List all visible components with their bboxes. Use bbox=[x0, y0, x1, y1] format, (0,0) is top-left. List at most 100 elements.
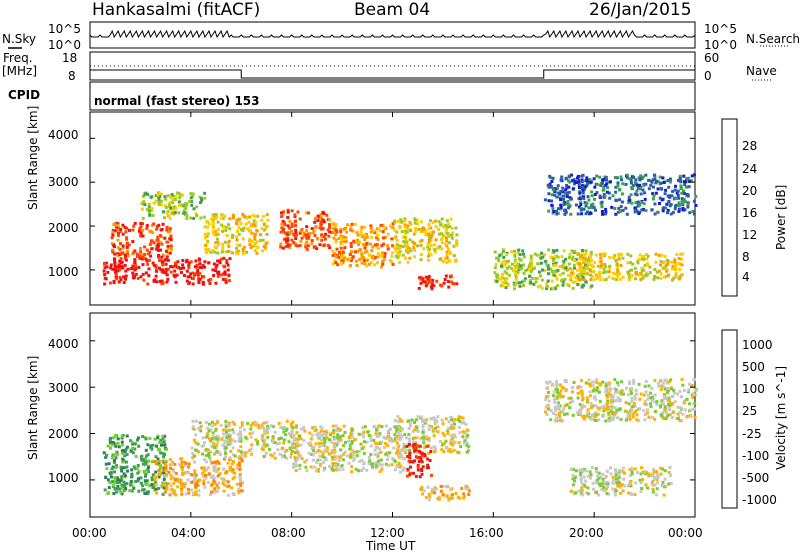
velocity-data-cell bbox=[295, 448, 299, 452]
velocity-data-cell bbox=[624, 418, 628, 422]
power-data-cell bbox=[673, 260, 677, 264]
velocity-data-cell bbox=[669, 387, 673, 391]
velocity-data-cell bbox=[221, 436, 225, 440]
power-data-cell bbox=[141, 228, 145, 232]
velocity-data-cell bbox=[114, 433, 118, 437]
velocity-data-cell bbox=[588, 415, 592, 419]
velocity-data-cell bbox=[136, 477, 140, 481]
velocity-data-cell bbox=[314, 442, 318, 446]
power-data-cell bbox=[450, 236, 454, 240]
power-data-cell bbox=[443, 256, 447, 260]
velocity-data-cell bbox=[608, 383, 612, 387]
power-data-cell bbox=[215, 237, 219, 241]
power-data-cell bbox=[245, 250, 249, 254]
power-data-cell bbox=[313, 245, 317, 249]
velocity-data-cell bbox=[413, 436, 417, 440]
power-data-cell bbox=[530, 264, 534, 268]
power-data-cell bbox=[658, 175, 662, 179]
velocity-data-cell bbox=[449, 441, 453, 445]
power-data-cell bbox=[222, 256, 226, 260]
velocity-data-cell bbox=[225, 485, 229, 489]
power-data-cell bbox=[658, 196, 662, 200]
power-data-cell bbox=[682, 191, 686, 195]
power-data-cell bbox=[211, 268, 215, 272]
power-data-cell bbox=[580, 174, 584, 178]
velocity-data-cell bbox=[459, 415, 463, 419]
power-data-cell bbox=[376, 252, 380, 255]
power-data-cell bbox=[223, 240, 227, 244]
velocity-data-cell bbox=[162, 466, 166, 470]
velocity-data-cell bbox=[172, 489, 176, 493]
power-data-cell bbox=[582, 259, 586, 263]
power-data-cell bbox=[216, 274, 220, 278]
velocity-data-cell bbox=[287, 440, 291, 444]
power-data-cell bbox=[517, 268, 521, 271]
freq-trace bbox=[90, 69, 695, 79]
velocity-data-cell bbox=[362, 452, 366, 455]
nave-label: Nave bbox=[746, 64, 777, 78]
power-data-cell bbox=[339, 236, 343, 240]
velocity-data-cell bbox=[452, 426, 456, 430]
power-data-cell bbox=[581, 275, 585, 279]
power-data-cell bbox=[211, 249, 215, 253]
power-data-cell bbox=[358, 258, 362, 261]
power-data-cell bbox=[444, 228, 448, 232]
velocity-data-cell bbox=[597, 418, 601, 422]
power-data-cell bbox=[580, 277, 584, 281]
velocity-data-cell bbox=[683, 408, 687, 412]
velocity-data-cell bbox=[245, 451, 249, 455]
velocity-data-cell bbox=[599, 383, 603, 387]
velocity-data-cell bbox=[376, 446, 379, 450]
power-data-cell bbox=[165, 249, 168, 253]
velocity-data-cell bbox=[254, 423, 258, 427]
velocity-data-cell bbox=[140, 454, 144, 458]
velocity-data-cell bbox=[205, 448, 209, 452]
velocity-data-cell bbox=[231, 470, 235, 474]
power-data-cell bbox=[627, 200, 631, 204]
velocity-data-cell bbox=[237, 487, 241, 491]
power-data-cell bbox=[340, 259, 344, 263]
freq-label: Freq. bbox=[3, 51, 33, 65]
power-data-cell bbox=[661, 176, 665, 180]
power-data-cell bbox=[651, 197, 655, 201]
velocity-data-cell bbox=[581, 469, 585, 473]
power-data-cell bbox=[328, 223, 331, 227]
velocity-data-cell bbox=[186, 478, 190, 482]
velocity-data-cell bbox=[397, 461, 401, 465]
power-data-cell bbox=[445, 260, 449, 264]
power-data-cell bbox=[438, 245, 442, 249]
power-data-cell bbox=[369, 226, 373, 230]
power-data-cell bbox=[161, 263, 165, 267]
velocity-data-cell bbox=[296, 444, 300, 448]
power-data-cell bbox=[553, 255, 557, 259]
velocity-data-cell bbox=[136, 464, 140, 467]
power-data-cell bbox=[141, 255, 145, 259]
velocity-data-cell bbox=[271, 435, 275, 439]
power-data-cell bbox=[670, 267, 674, 271]
velocity-data-cell bbox=[421, 429, 425, 433]
power-data-cell bbox=[652, 194, 656, 198]
velocity-data-cell bbox=[420, 460, 424, 464]
velocity-data-cell bbox=[435, 420, 439, 424]
velocity-data-cell bbox=[640, 487, 644, 490]
power-data-cell bbox=[124, 230, 128, 234]
power-data-cell bbox=[639, 174, 643, 178]
power-data-cell bbox=[122, 281, 126, 284]
velocity-data-cell bbox=[220, 477, 224, 481]
power-data-cell bbox=[451, 231, 455, 235]
velocity-data-cell bbox=[273, 456, 277, 460]
velocity-data-cell bbox=[673, 400, 677, 404]
power-data-cell bbox=[393, 228, 397, 232]
velocity-data-cell bbox=[549, 418, 553, 422]
velocity-data-cell bbox=[311, 458, 315, 462]
velocity-data-cell bbox=[441, 422, 445, 426]
velocity-data-cell bbox=[151, 485, 155, 489]
power-data-cell bbox=[305, 225, 309, 229]
velocity-data-cell bbox=[602, 409, 606, 413]
power-data-cell bbox=[355, 240, 359, 244]
velocity-data-cell bbox=[335, 428, 339, 432]
velocity-data-cell bbox=[624, 401, 628, 405]
power-data-cell bbox=[572, 263, 576, 267]
velocity-data-cell bbox=[663, 477, 667, 481]
velocity-data-cell bbox=[350, 428, 354, 432]
